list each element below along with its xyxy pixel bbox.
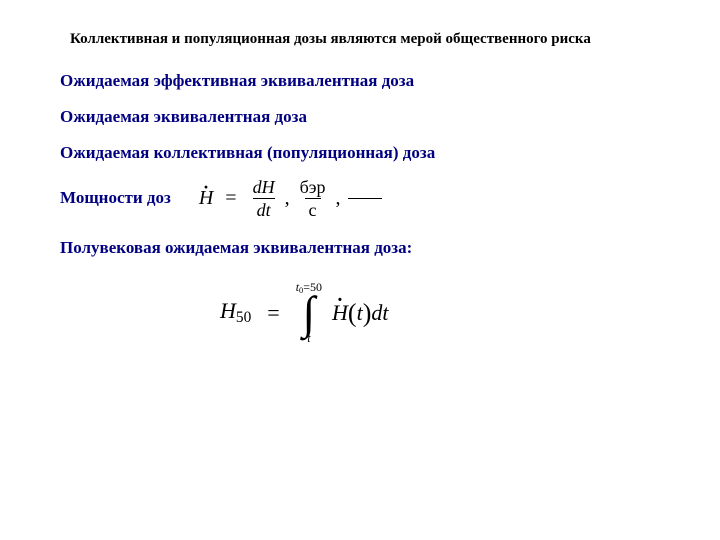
unit-numerator: бэр: [296, 178, 330, 198]
comma-1: ,: [285, 187, 290, 210]
equals-sign-2: =: [261, 300, 285, 326]
H50-base: H: [220, 298, 236, 323]
numerator-dH: dH: [249, 178, 279, 198]
H50-sub: 50: [236, 309, 251, 326]
integral-formula: H50 = t0=50 ∫ t H(t)dt: [220, 281, 660, 344]
paren-open: (: [348, 298, 357, 327]
trailing-line: [348, 198, 382, 199]
integral-sign: t0=50 ∫ t: [296, 281, 322, 344]
heading-fifty-year: Полувековая ожидаемая эквивалентная доза…: [60, 237, 660, 259]
integrand-H-dot: H: [332, 300, 348, 326]
heading-expected-collective: Ожидаемая коллективная (популяционная) д…: [60, 142, 660, 164]
integrand: H(t)dt: [332, 300, 388, 326]
page: Коллективная и популяционная дозы являют…: [0, 0, 720, 540]
unit-denominator: с: [305, 198, 321, 219]
dose-rate-formula: H = dH dt , бэр с ,: [199, 178, 383, 219]
symbol-H50: H50: [220, 298, 251, 327]
integral-lower-limit: t: [307, 332, 310, 344]
integrand-dt: dt: [371, 300, 388, 325]
comma-2: ,: [335, 187, 340, 210]
heading-expected-effective-equiv: Ожидаемая эффективная эквивалентная доза: [60, 70, 660, 92]
heading-dose-rate: Мощности доз: [60, 187, 171, 209]
heading-expected-equiv: Ожидаемая эквивалентная доза: [60, 106, 660, 128]
equals-sign: =: [219, 187, 242, 210]
fraction-unit: бэр с: [296, 178, 330, 219]
dose-rate-row: Мощности доз H = dH dt , бэр с ,: [60, 178, 660, 219]
fraction-dH-dt: dH dt: [249, 178, 279, 219]
denominator-dt: dt: [253, 198, 275, 219]
integral-symbol: ∫: [303, 295, 316, 332]
page-title: Коллективная и популяционная дозы являют…: [70, 30, 660, 50]
symbol-H-dot: H: [199, 187, 213, 210]
